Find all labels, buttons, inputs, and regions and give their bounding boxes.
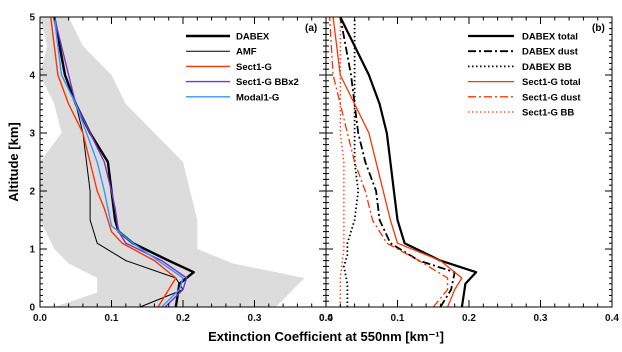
- x-tick-label: 0.3: [248, 313, 262, 324]
- x-tick-label: 0.0: [319, 313, 333, 324]
- legend-label: DABEX total: [522, 32, 578, 43]
- series-line-modal1-g: [53, 16, 184, 308]
- panel-tag: (a): [305, 23, 317, 34]
- legend-label: Sect1-G BB: [522, 108, 574, 119]
- x-tick-label: 0.1: [105, 313, 119, 324]
- y-tick-label: 4: [29, 71, 35, 82]
- series-line-sect1-g-dust: [328, 16, 449, 308]
- x-tick-label: 0.4: [319, 313, 333, 324]
- x-tick-label: 0.4: [605, 313, 619, 324]
- y-tick-label: 3: [29, 129, 35, 140]
- legend-label: Sect1-G dust: [522, 92, 581, 103]
- legend-label: DABEX BB: [522, 62, 572, 73]
- y-tick-label: 5: [29, 13, 35, 24]
- panel-a: 0.0 0.1 0.2 0.3 0.4 0 1 2 3 4 5 (a) DABEX AMF Sect1-G S…: [6, 13, 444, 345]
- series-line-dabex-dust: [339, 16, 456, 308]
- series-line-dabex-bb: [343, 17, 360, 307]
- x-tick-label: 0.3: [534, 313, 548, 324]
- legend-label: Modal1-G: [236, 92, 279, 103]
- x-axis-title: Extinction Coefficient at 550nm [km⁻¹]: [208, 329, 444, 344]
- x-tick-label: 0.1: [391, 313, 405, 324]
- legend: DABEX total DABEX dust DABEX BB Sect1-G tot…: [468, 32, 581, 119]
- legend-label: DABEX: [236, 32, 270, 43]
- y-tick-label: 0: [29, 303, 35, 314]
- legend-label: Sect1-G: [236, 62, 272, 73]
- legend-label: Sect1-G BBx2: [236, 77, 299, 88]
- series-line-sect1-g-bb: [339, 17, 345, 307]
- shaded-range: [40, 17, 305, 307]
- x-tick-label: 0.0: [33, 313, 47, 324]
- y-axis-title: Altitude [km]: [6, 122, 21, 201]
- series-line-sect1-g: [50, 16, 177, 308]
- x-tick-label: 0.2: [462, 313, 476, 324]
- series-line-sect1-g-bbx2: [53, 16, 188, 308]
- panel-tag: (b): [592, 23, 605, 34]
- y-tick-label: 1: [29, 245, 35, 256]
- series-line-dabex-total: [339, 16, 478, 308]
- legend-label: DABEX dust: [522, 47, 579, 58]
- legend-label: AMF: [236, 47, 257, 58]
- legend-label: Sect1-G total: [522, 77, 581, 88]
- x-tick-label: 0.2: [176, 313, 190, 324]
- plot-frame: [325, 16, 613, 308]
- y-tick-label: 2: [29, 187, 35, 198]
- legend: DABEX AMF Sect1-G Sect1-G BBx2 Modal1-G: [186, 32, 299, 103]
- series-line-sect1-g-total: [332, 16, 463, 308]
